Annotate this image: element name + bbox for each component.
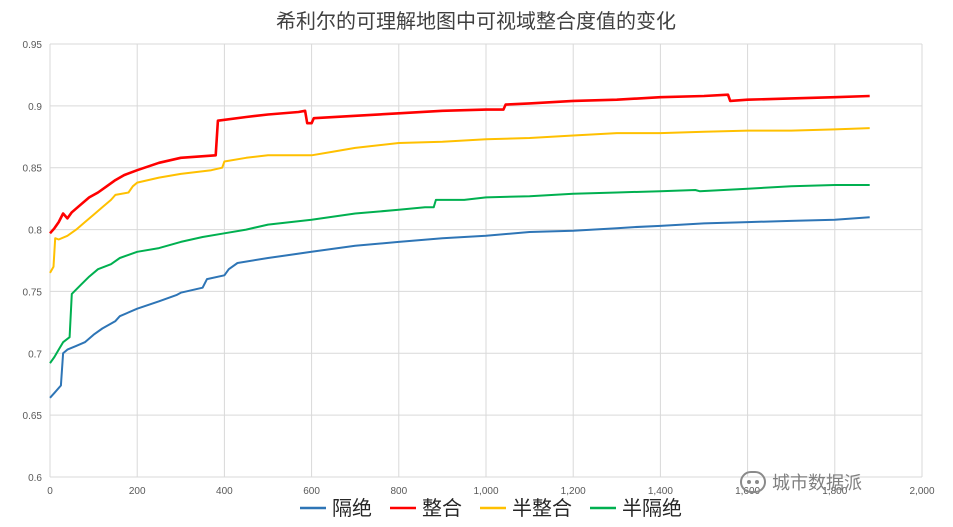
x-tick-label: 1,800 — [822, 486, 847, 497]
legend: 隔绝 整合 半整合 半隔绝 — [300, 496, 682, 520]
y-tick-label: 0.7 — [28, 349, 42, 360]
legend-label-0: 隔绝 — [332, 496, 372, 520]
series-line-2 — [49, 127, 870, 274]
x-tick-label: 1,000 — [473, 486, 498, 497]
x-tick-label: 0 — [47, 486, 53, 497]
series-lines — [49, 93, 870, 399]
y-tick-label: 0.85 — [23, 164, 43, 175]
y-tick-label: 0.6 — [28, 473, 42, 484]
y-axis-ticks: 0.6 0.65 0.7 0.75 0.8 0.85 0.9 0.95 — [23, 40, 43, 484]
legend-label-3: 半隔绝 — [622, 496, 682, 520]
series-line-0 — [49, 216, 870, 399]
y-tick-label: 0.75 — [23, 287, 43, 298]
series-line-1 — [49, 93, 870, 235]
wechat-icon — [740, 471, 766, 493]
x-tick-label: 1,400 — [648, 486, 673, 497]
y-tick-label: 0.95 — [23, 40, 43, 51]
x-tick-label: 1,200 — [561, 486, 586, 497]
x-tick-label: 800 — [390, 486, 407, 497]
x-tick-label: 200 — [129, 486, 146, 497]
gridlines — [49, 43, 923, 478]
x-tick-label: 600 — [303, 486, 320, 497]
legend-label-2: 半整合 — [512, 496, 572, 520]
x-tick-label: 400 — [216, 486, 233, 497]
y-tick-label: 0.9 — [28, 102, 42, 113]
chart-title: 希利尔的可理解地图中可视域整合度值的变化 — [276, 9, 676, 33]
y-tick-label: 0.8 — [28, 226, 42, 237]
watermark: 城市数据派 — [740, 468, 862, 496]
x-tick-label: 2,000 — [909, 486, 934, 497]
y-tick-label: 0.65 — [23, 411, 43, 422]
watermark-text: 城市数据派 — [772, 473, 862, 494]
series-line-3 — [49, 184, 870, 364]
legend-label-1: 整合 — [422, 496, 462, 520]
